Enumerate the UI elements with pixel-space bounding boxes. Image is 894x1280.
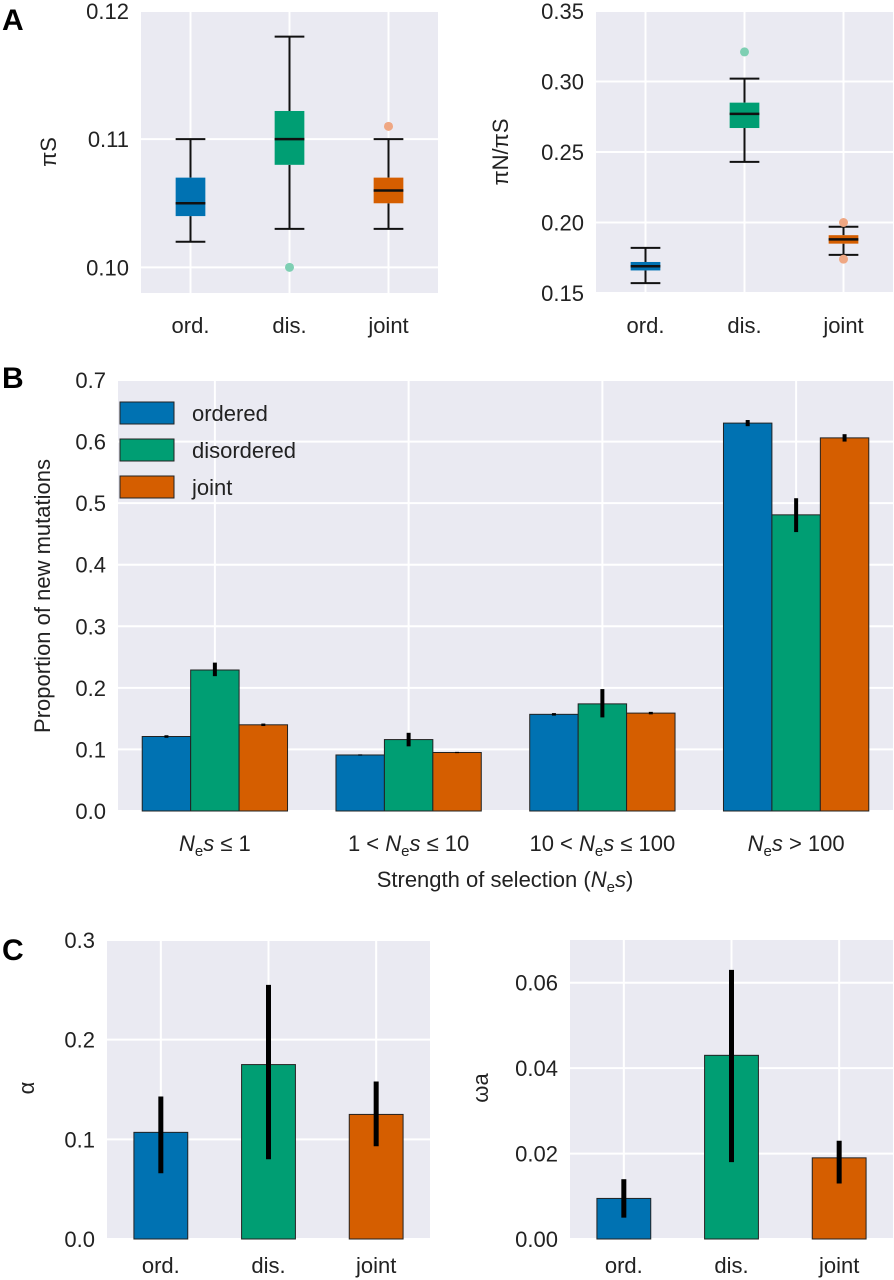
x-tick-label-A_right: dis. — [727, 313, 761, 338]
outlier-point — [839, 218, 848, 227]
outlier-point — [740, 47, 749, 57]
y-tick-label-C_left: 0.3 — [64, 928, 95, 953]
legend-label-disordered: disordered — [192, 438, 296, 463]
outlier-point — [285, 262, 294, 272]
bar-ordered — [141, 735, 192, 812]
y-tick-label-B: 0.1 — [75, 737, 106, 762]
y-axis-label-A_right: πN/πS — [488, 118, 513, 185]
y-tick-label-A_right: 0.35 — [541, 0, 584, 24]
y-tick-label-B: 0.0 — [75, 799, 106, 824]
x-tick-label-B: 1 < Nes ≤ 10 — [348, 831, 469, 860]
x-tick-label-C_left: ord. — [142, 1253, 180, 1278]
y-tick-label-C_left: 0.2 — [64, 1028, 95, 1053]
legend-swatch-joint — [119, 475, 175, 499]
y-axis-label-C_right: ωa — [468, 1073, 493, 1103]
y-axis-label-B: Proportion of new mutations — [30, 459, 55, 733]
x-tick-label-C_right: dis. — [714, 1253, 748, 1278]
x-tick-label-A_left: joint — [367, 313, 408, 338]
y-tick-label-C_right: 0.00 — [515, 1227, 558, 1252]
bar-disordered — [383, 739, 434, 812]
x-tick-label-A_right: joint — [822, 313, 863, 338]
x-tick-label-B: Nes > 100 — [748, 831, 845, 860]
y-tick-label-A_right: 0.25 — [541, 140, 584, 165]
bar-ordered — [529, 713, 579, 812]
x-tick-label-A_left: dis. — [272, 313, 306, 338]
bar-joint — [432, 752, 482, 812]
x-tick-label-B: Nes ≤ 1 — [179, 831, 251, 860]
bar-ordered — [722, 422, 773, 812]
bar-disordered — [771, 514, 821, 812]
y-tick-label-C_left: 0.0 — [64, 1227, 95, 1252]
y-tick-label-B: 0.5 — [75, 491, 106, 516]
x-tick-label-A_left: ord. — [172, 313, 210, 338]
bar-disordered — [190, 669, 240, 812]
x-tick-label-A_right: ord. — [627, 313, 665, 338]
legend-swatch-disordered — [119, 438, 175, 462]
y-tick-label-B: 0.7 — [75, 368, 106, 393]
y-tick-label-A_left: 0.12 — [86, 0, 129, 24]
y-axis-label-C_left: α — [14, 1081, 39, 1094]
panel-label-c: C — [2, 934, 24, 967]
panel-label-b: B — [2, 362, 24, 395]
y-tick-label-C_left: 0.1 — [64, 1127, 95, 1152]
y-tick-label-A_right: 0.20 — [541, 211, 584, 236]
y-tick-label-C_right: 0.06 — [515, 971, 558, 996]
y-tick-label-A_left: 0.10 — [86, 255, 129, 280]
y-tick-label-A_right: 0.30 — [541, 70, 584, 95]
bar-disordered — [577, 703, 628, 812]
y-tick-label-A_right: 0.15 — [541, 281, 584, 306]
x-tick-label-C_left: dis. — [251, 1253, 285, 1278]
y-tick-label-A_left: 0.11 — [88, 127, 129, 152]
y-tick-label-B: 0.6 — [75, 430, 106, 455]
y-tick-label-C_right: 0.04 — [515, 1056, 558, 1081]
bar-ordered — [335, 754, 385, 812]
outlier-point — [839, 254, 848, 264]
legend-label-ordered: ordered — [192, 401, 268, 426]
bar-joint — [819, 437, 870, 812]
x-tick-label-C_right: ord. — [605, 1253, 643, 1278]
outlier-point — [384, 121, 393, 131]
box — [274, 110, 305, 165]
x-axis-label-B: Strength of selection (Nes) — [377, 867, 634, 896]
bar-joint — [238, 724, 289, 812]
box — [729, 102, 760, 129]
y-tick-label-B: 0.2 — [75, 676, 106, 701]
legend-label-joint: joint — [191, 475, 232, 500]
y-tick-label-B: 0.4 — [75, 553, 106, 578]
y-tick-label-B: 0.3 — [75, 614, 106, 639]
x-tick-label-C_left: joint — [355, 1253, 396, 1278]
box — [175, 177, 206, 217]
y-axis-label-A_left: πS — [36, 137, 61, 167]
x-tick-label-B: 10 < Nes ≤ 100 — [529, 831, 675, 860]
bar-joint — [626, 712, 676, 812]
panel-label-a: A — [2, 4, 24, 37]
y-tick-label-C_right: 0.02 — [515, 1142, 558, 1167]
x-tick-label-C_right: joint — [818, 1253, 859, 1278]
legend-swatch-ordered — [119, 401, 175, 425]
